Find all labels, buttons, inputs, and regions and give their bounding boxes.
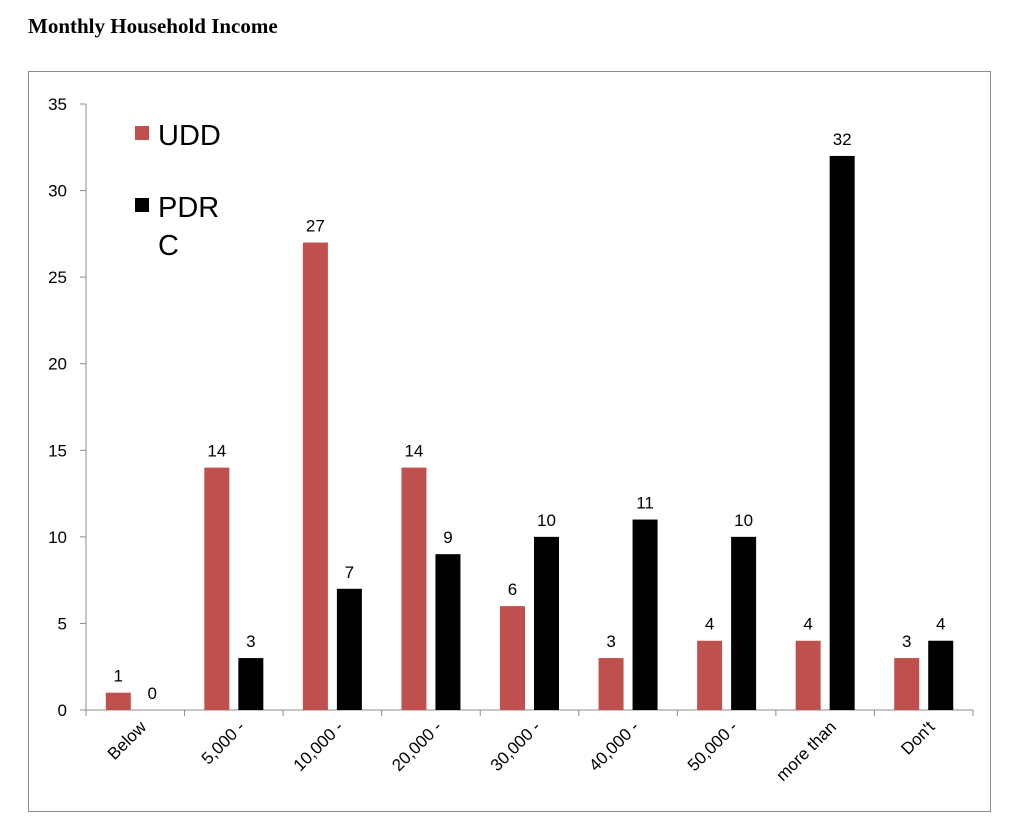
y-tick-label: 30 [48, 182, 67, 201]
x-axis: Below 5,000 - 10,000 - 20,000 - 30,000 - 40,0… [85, 709, 974, 785]
data-label-udd: 4 [803, 615, 812, 634]
x-category-label: 20,000 - [388, 717, 446, 775]
data-label-udd: 3 [606, 632, 615, 651]
bar-udd [302, 242, 328, 710]
legend-label-udd: UDD [158, 120, 221, 152]
legend-swatch-udd [135, 126, 149, 140]
bar-udd [401, 467, 427, 710]
data-label-udd: 3 [902, 632, 911, 651]
data-label-udd: 27 [306, 217, 325, 236]
data-label-pdrc: 3 [246, 632, 255, 651]
data-label-udd: 4 [705, 615, 714, 634]
bar-pdrc [632, 519, 658, 710]
x-category-label: 40,000 - [585, 717, 643, 775]
x-category-label: 10,000 - [290, 717, 348, 775]
data-labels: 1 14 27 14 6 3 4 4 3 0 3 7 9 10 11 10 32 4 [114, 130, 946, 703]
data-label-pdrc: 9 [443, 528, 452, 547]
bar-pdrc [435, 554, 461, 710]
bar-udd [105, 692, 131, 710]
x-category-label: Below [104, 717, 151, 764]
data-label-udd: 6 [508, 580, 517, 599]
bar-udd [598, 658, 624, 710]
x-category-label: Don't [897, 717, 938, 758]
bar-udd [500, 606, 525, 710]
data-label-pdrc: 32 [833, 130, 852, 149]
legend-label-pdrc: PDR C [158, 192, 219, 262]
data-label-udd: 14 [207, 442, 226, 461]
y-tick-label: 35 [48, 95, 67, 114]
bar-udd [894, 658, 920, 710]
data-label-pdrc: 4 [936, 615, 945, 634]
x-category-label: 50,000 - [684, 717, 742, 775]
bar-udd [697, 640, 723, 710]
legend-swatch-pdrc [135, 198, 149, 212]
data-label-pdrc: 11 [636, 494, 654, 513]
chart-frame: 0 5 10 15 20 25 30 35 Below 5,000 -10,000 -20,00… [28, 71, 991, 812]
data-label-udd: 1 [114, 667, 123, 686]
y-tick-label: 25 [48, 268, 67, 287]
y-tick-label: 20 [48, 355, 67, 374]
page-title: Monthly Household Income [28, 14, 278, 38]
bar-pdrc [238, 658, 264, 710]
y-tick-label: 15 [48, 441, 67, 460]
bar-pdrc [928, 640, 954, 710]
bar-udd [204, 467, 230, 710]
bar-pdrc [336, 588, 362, 710]
y-tick-label: 10 [48, 528, 67, 547]
data-label-pdrc: 7 [345, 563, 354, 582]
y-axis: 0 5 10 15 20 25 30 35 [48, 95, 87, 720]
bar-pdrc [731, 536, 757, 710]
y-tick-label: 5 [58, 614, 67, 633]
data-label-udd: 14 [404, 442, 423, 461]
bar-pdrc [829, 155, 855, 710]
data-label-pdrc: 0 [148, 684, 157, 703]
bar-pdrc [534, 536, 559, 710]
data-label-pdrc: 10 [537, 511, 556, 530]
data-label-pdrc: 10 [734, 511, 753, 530]
bars [105, 155, 954, 710]
bar-udd [795, 640, 821, 710]
legend: UDD PDR C [135, 120, 221, 262]
y-tick-label: 0 [58, 701, 67, 720]
x-category-label: more than [772, 717, 840, 785]
x-category-label: 30,000 - [487, 717, 545, 775]
x-category-label: 5,000 - [198, 717, 249, 768]
